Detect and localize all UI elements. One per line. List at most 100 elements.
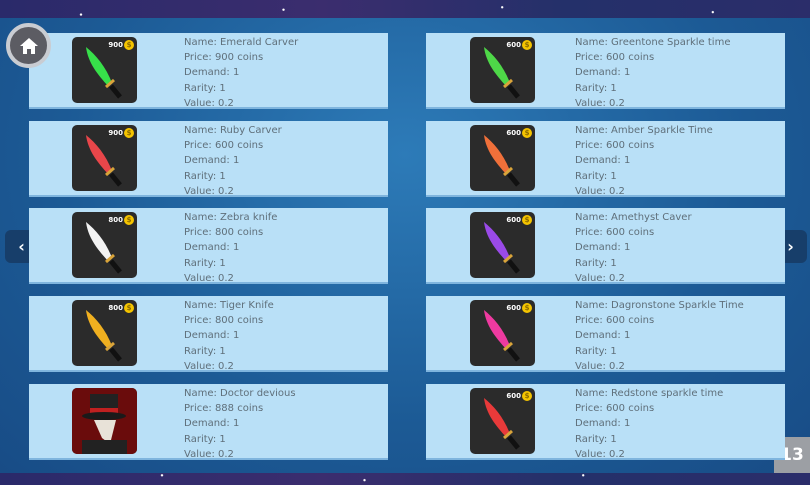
item-rarity: Rarity: 1 xyxy=(575,345,617,357)
item-card[interactable]: 600 $ Name: Amethyst Caver Price: 600 coins… xyxy=(426,208,785,284)
item-demand: Demand: 1 xyxy=(575,67,631,79)
item-price: Price: 900 coins xyxy=(184,52,264,64)
coin-icon: $ xyxy=(522,391,532,401)
price-badge-value: 600 xyxy=(506,41,521,49)
price-badge: 800 $ xyxy=(108,303,134,313)
item-value: Value: 0.2 xyxy=(575,448,625,460)
item-info: Name: Amethyst Caver Price: 600 coins Dema… xyxy=(575,210,692,286)
item-name: Name: Amethyst Caver xyxy=(575,212,692,223)
item-name: Name: Tiger Knife xyxy=(184,300,274,311)
item-price: Price: 800 coins xyxy=(184,227,264,239)
item-rarity: Rarity: 1 xyxy=(575,82,617,94)
item-name: Name: Greentone Sparkle time xyxy=(575,37,731,48)
item-info: Name: Dagronstone Sparkle Time Price: 600… xyxy=(575,298,744,374)
item-price: Price: 600 coins xyxy=(575,315,655,327)
item-rarity: Rarity: 1 xyxy=(575,433,617,445)
dagronstone-knife-icon: 600 $ xyxy=(470,300,535,366)
item-info: Name: Zebra knife Price: 800 coins Demand:… xyxy=(184,210,277,286)
amber-knife-icon: 600 $ xyxy=(470,125,535,191)
price-badge: 600 $ xyxy=(506,128,532,138)
item-demand: Demand: 1 xyxy=(184,155,240,167)
zebra-knife-icon: 800 $ xyxy=(72,212,137,278)
item-price: Price: 600 coins xyxy=(575,140,655,152)
item-card[interactable]: 900 $ Name: Emerald Carver Price: 900 coins… xyxy=(29,33,388,109)
coin-icon: $ xyxy=(124,303,134,313)
coin-icon: $ xyxy=(124,128,134,138)
item-info: Name: Redstone sparkle time Price: 600 co… xyxy=(575,386,723,462)
item-info: Name: Doctor devious Price: 888 coins Dema… xyxy=(184,386,296,462)
coin-icon: $ xyxy=(522,215,532,225)
item-demand: Demand: 1 xyxy=(184,418,240,430)
item-info: Name: Tiger Knife Price: 800 coins Demand:… xyxy=(184,298,274,374)
price-badge-value: 800 xyxy=(108,216,123,224)
price-badge-value: 800 xyxy=(108,304,123,312)
amethyst-knife-icon: 600 $ xyxy=(470,212,535,278)
item-name: Name: Zebra knife xyxy=(184,212,278,223)
price-badge-value: 600 xyxy=(506,304,521,312)
item-rarity: Rarity: 1 xyxy=(184,257,226,269)
item-card[interactable]: Name: Doctor devious Price: 888 coins Dema… xyxy=(29,384,388,460)
item-rarity: Rarity: 1 xyxy=(575,170,617,182)
ruby-carver-knife-icon: 900 $ xyxy=(72,125,137,191)
price-badge: 600 $ xyxy=(506,40,532,50)
chevron-left-icon: ‹ xyxy=(18,237,25,256)
price-badge: 900 $ xyxy=(108,40,134,50)
item-price: Price: 800 coins xyxy=(184,315,264,327)
item-rarity: Rarity: 1 xyxy=(184,345,226,357)
item-demand: Demand: 1 xyxy=(575,330,631,342)
item-name: Name: Dagronstone Sparkle Time xyxy=(575,300,744,311)
item-price: Price: 600 coins xyxy=(575,227,655,239)
item-rarity: Rarity: 1 xyxy=(184,170,226,182)
item-value: Value: 0.2 xyxy=(575,360,625,372)
item-info: Name: Ruby Carver Price: 600 coins Demand:… xyxy=(184,123,282,199)
price-badge: 900 $ xyxy=(108,128,134,138)
price-badge-value: 600 xyxy=(506,129,521,137)
price-badge-value: 600 xyxy=(506,216,521,224)
item-card[interactable]: 600 $ Name: Redstone sparkle time Price: 60… xyxy=(426,384,785,460)
item-value: Value: 0.2 xyxy=(575,185,625,197)
item-price: Price: 600 coins xyxy=(575,403,655,415)
item-value: Value: 0.2 xyxy=(184,272,234,284)
greentone-knife-icon: 600 $ xyxy=(470,37,535,103)
coin-icon: $ xyxy=(522,128,532,138)
item-name: Name: Emerald Carver xyxy=(184,37,299,48)
item-info: Name: Greentone Sparkle time Price: 600 c… xyxy=(575,35,730,111)
item-demand: Demand: 1 xyxy=(184,67,240,79)
item-card[interactable]: 800 $ Name: Tiger Knife Price: 800 coins Dem… xyxy=(29,296,388,372)
price-badge: 800 $ xyxy=(108,215,134,225)
item-card[interactable]: 600 $ Name: Dagronstone Sparkle Time Price:… xyxy=(426,296,785,372)
emerald-carver-knife-icon: 900 $ xyxy=(72,37,137,103)
item-value: Value: 0.2 xyxy=(184,360,234,372)
home-button[interactable] xyxy=(6,23,51,68)
item-rarity: Rarity: 1 xyxy=(184,82,226,94)
item-price: Price: 600 coins xyxy=(184,140,264,152)
item-value: Value: 0.2 xyxy=(575,97,625,109)
item-value: Value: 0.2 xyxy=(184,97,234,109)
coin-icon: $ xyxy=(522,303,532,313)
item-value: Value: 0.2 xyxy=(575,272,625,284)
item-info: Name: Amber Sparkle Time Price: 600 coins… xyxy=(575,123,713,199)
item-card[interactable]: 600 $ Name: Greentone Sparkle time Price: 6… xyxy=(426,33,785,109)
item-demand: Demand: 1 xyxy=(575,242,631,254)
item-rarity: Rarity: 1 xyxy=(184,433,226,445)
item-card[interactable]: 900 $ Name: Ruby Carver Price: 600 coins Dem… xyxy=(29,121,388,197)
item-value: Value: 0.2 xyxy=(184,448,234,460)
home-icon xyxy=(19,37,38,54)
item-rarity: Rarity: 1 xyxy=(575,257,617,269)
coin-icon: $ xyxy=(124,40,134,50)
price-badge-value: 900 xyxy=(108,41,123,49)
chevron-right-icon: › xyxy=(787,237,794,256)
item-demand: Demand: 1 xyxy=(184,330,240,342)
price-badge-value: 900 xyxy=(108,129,123,137)
redstone-knife-icon: 600 $ xyxy=(470,388,535,454)
item-demand: Demand: 1 xyxy=(184,242,240,254)
item-card[interactable]: 800 $ Name: Zebra knife Price: 800 coins Dem… xyxy=(29,208,388,284)
tiger-knife-icon: 800 $ xyxy=(72,300,137,366)
price-badge: 600 $ xyxy=(506,391,532,401)
item-card[interactable]: 600 $ Name: Amber Sparkle Time Price: 600 c… xyxy=(426,121,785,197)
item-demand: Demand: 1 xyxy=(575,155,631,167)
item-value: Value: 0.2 xyxy=(184,185,234,197)
price-badge: 600 $ xyxy=(506,215,532,225)
item-price: Price: 600 coins xyxy=(575,52,655,64)
price-badge-value: 600 xyxy=(506,392,521,400)
